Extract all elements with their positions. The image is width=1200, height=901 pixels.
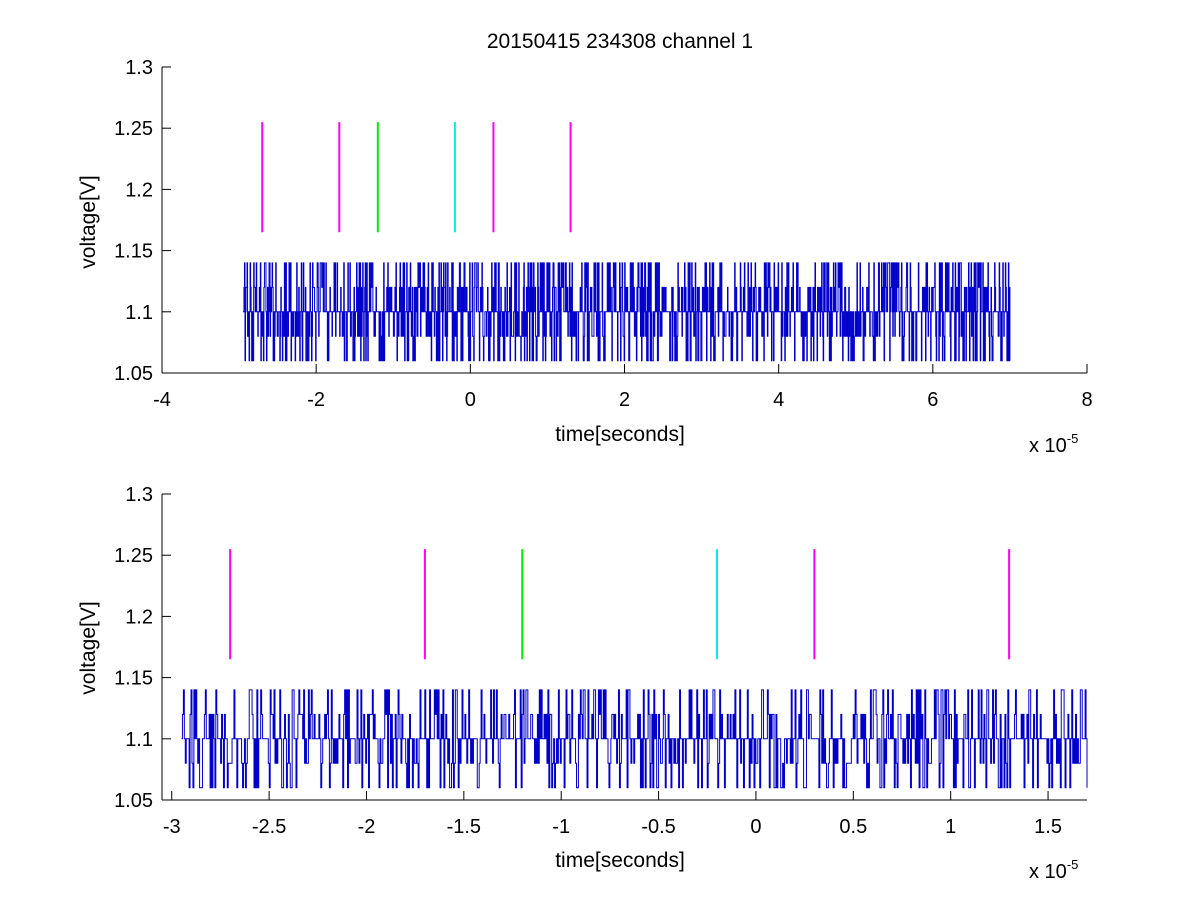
bottom-markers [229,549,1011,660]
top-x-exponent-power: -5 [1067,431,1079,446]
top-x-exponent-base: x 10 [1029,435,1067,457]
top-x-tick-label: 0 [465,389,476,411]
top-x-ticks: -4 -2 0 2 4 6 8 [153,364,1093,411]
bottom-y-ticks: 1.05 1.1 1.15 1.2 1.25 1.3 [114,484,171,812]
top-x-exponent: x 10-5 [1029,431,1078,457]
top-x-tick-label: 2 [619,389,630,411]
bottom-y-tick-label: 1.25 [114,545,153,567]
top-y-tick-label: 1.1 [125,302,153,324]
bottom-signal-line [181,689,1088,789]
top-y-tick-label: 1.2 [125,179,153,201]
bottom-x-tick-label: 0.5 [839,816,867,838]
bottom-x-tick-label: -3 [163,816,181,838]
top-y-ticks: 1.05 1.1 1.15 1.2 1.25 1.3 [114,57,171,385]
bottom-x-ticks: -3 -2.5 -2 -1.5 -1 -0.5 0 0.5 1 1.5 [163,791,1062,838]
bottom-x-axis-label: time[seconds] [555,849,685,872]
bottom-y-tick-label: 1.05 [114,790,153,812]
bottom-x-exponent-power: -5 [1067,857,1079,872]
top-x-tick-label: 4 [773,389,784,411]
bottom-signal-series [181,689,1088,789]
top-x-tick-label: 6 [927,389,938,411]
bottom-y-axis-label: voltage[V] [77,601,100,694]
bottom-axes-frame [161,494,1087,801]
bottom-x-tick-label: 0 [750,816,761,838]
bottom-y-tick-label: 1.15 [114,668,153,690]
bottom-x-tick-label: -0.5 [641,816,675,838]
bottom-y-tick-label: 1.1 [125,729,153,751]
top-x-tick-label: 8 [1081,389,1092,411]
bottom-x-tick-label: -2.5 [252,816,286,838]
top-y-axis-label: voltage[V] [77,175,100,268]
bottom-x-tick-label: -2 [358,816,376,838]
chart-title: 20150415 234308 channel 1 [487,30,753,53]
top-signal-series [242,262,1011,362]
top-x-tick-label: -4 [153,389,171,411]
bottom-x-tick-label: -1.5 [447,816,481,838]
top-signal-line [242,262,1011,362]
top-markers [261,122,572,233]
top-axes: -4 -2 0 2 4 6 8 1.05 1.1 1.15 1.2 1.25 1.3 time[sec… [77,57,1093,457]
bottom-x-exponent-base: x 10 [1029,861,1067,883]
bottom-x-tick-label: -1 [552,816,570,838]
top-y-tick-label: 1.3 [125,57,153,79]
bottom-x-exponent: x 10-5 [1029,857,1078,883]
bottom-axes: -3 -2.5 -2 -1.5 -1 -0.5 0 0.5 1 1.5 1.051.11.151.… [77,484,1088,883]
top-y-tick-label: 1.05 [114,363,153,385]
top-x-tick-label: -2 [307,389,325,411]
bottom-y-tick-label: 1.3 [125,484,153,506]
bottom-y-tick-label: 1.2 [125,606,153,628]
top-y-tick-label: 1.15 [114,241,153,263]
bottom-x-tick-label: 1 [945,816,956,838]
top-y-tick-label: 1.25 [114,118,153,140]
bottom-x-tick-label: 1.5 [1034,816,1062,838]
top-x-axis-label: time[seconds] [555,423,685,446]
